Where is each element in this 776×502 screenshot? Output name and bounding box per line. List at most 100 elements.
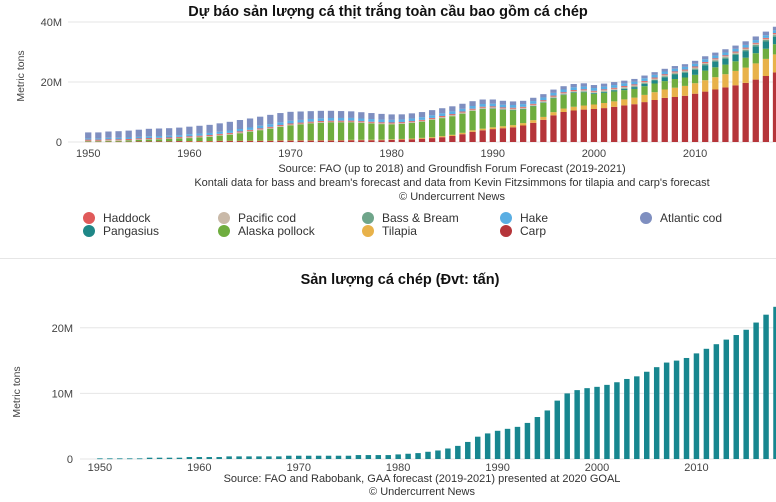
bar-segment-hake	[257, 125, 264, 129]
bar-segment-carp	[176, 141, 183, 142]
bar-segment-hake	[95, 138, 102, 140]
bar-segment-pacific-cod	[520, 107, 527, 109]
bar-segment-haddock	[479, 106, 486, 108]
bar-segment-pacific-cod	[449, 115, 456, 117]
bar-segment-atlantic-cod	[277, 113, 284, 123]
bar-segment-hake	[388, 119, 395, 123]
bar-segment-tilapia	[499, 126, 507, 129]
bar-segment-tilapia	[681, 85, 689, 96]
bar-segment-tilapia	[388, 139, 395, 140]
bar-segment-hake	[732, 48, 739, 52]
bar-segment-tilapia	[772, 54, 776, 73]
bar-segment-pacific-cod	[712, 59, 719, 61]
bar-segment-pangasius	[641, 83, 648, 87]
bar-segment-hake	[540, 97, 547, 101]
panel-separator	[0, 258, 776, 268]
bar-segment-alaska-pollock	[277, 126, 284, 141]
bar-segment-pacific-cod	[176, 137, 183, 139]
bar-segment-pangasius	[580, 91, 587, 93]
bar-segment-carp	[246, 140, 254, 142]
bar	[663, 362, 670, 459]
bar-segment-hake	[428, 115, 436, 118]
bar-segment-haddock	[388, 122, 395, 124]
bar-segment-pacific-cod	[327, 121, 335, 123]
bar-segment-pacific-cod	[267, 127, 274, 129]
bar-segment-haddock	[125, 139, 132, 140]
bar	[206, 457, 212, 459]
bar-segment-atlantic-cod	[317, 110, 324, 119]
bar-segment-haddock	[600, 89, 608, 91]
bar-segment-pacific-cod	[762, 38, 770, 40]
bar	[146, 457, 153, 459]
bar-segment-alaska-pollock	[267, 128, 274, 141]
bar-segment-carp	[732, 85, 739, 142]
bar-segment-pacific-cod	[661, 75, 668, 77]
bar	[236, 456, 242, 459]
bar-segment-carp	[145, 141, 153, 142]
bar-segment-haddock	[236, 131, 244, 133]
bar-segment-haddock	[611, 87, 618, 89]
bar	[97, 458, 103, 460]
bar-segment-atlantic-cod	[469, 101, 476, 106]
bar-segment-pacific-cod	[166, 138, 173, 139]
bar-segment-carp	[206, 141, 213, 142]
bar-segment-hake	[742, 44, 749, 48]
bar-segment-carp	[661, 97, 668, 142]
bar-segment-alaska-pollock	[641, 86, 648, 95]
bar-segment-alaska-pollock	[398, 123, 405, 139]
bar-segment-hake	[418, 117, 426, 120]
bar-segment-haddock	[550, 95, 557, 97]
bar-segment-tilapia	[378, 139, 385, 141]
bar-segment-pacific-cod	[631, 85, 638, 87]
x-tick-label: 1950	[76, 148, 100, 160]
bar-segment-pangasius	[691, 69, 699, 75]
bar-segment-hake	[378, 119, 385, 123]
bar-segment-pacific-cod	[125, 139, 132, 141]
bar-segment-hake	[155, 136, 163, 138]
bar-segment-alaska-pollock	[358, 123, 365, 140]
bar-segment-carp	[327, 140, 335, 142]
legend-label: Haddock	[103, 211, 151, 225]
bar-segment-tilapia	[530, 120, 537, 123]
bar-segment-haddock	[691, 66, 699, 68]
bar-segment-alaska-pollock	[540, 102, 547, 117]
bar-segment-alaska-pollock	[388, 124, 395, 140]
legend-label: Pangasius	[103, 224, 159, 238]
bar-segment-carp	[752, 79, 759, 142]
bar-segment-alaska-pollock	[449, 116, 456, 135]
bar-segment-pacific-cod	[459, 112, 466, 114]
bar-segment-carp	[418, 138, 426, 142]
y-axis-label: Metric tons	[15, 50, 27, 101]
bar-segment-carp	[267, 140, 274, 142]
bar-segment-hake	[661, 71, 668, 75]
bar-segment-haddock	[216, 133, 223, 135]
bar-segment-tilapia	[722, 74, 729, 88]
bar-segment-carp	[550, 115, 557, 142]
bar	[753, 322, 759, 459]
bar	[474, 436, 481, 459]
bar-segment-hake	[702, 59, 709, 62]
legend-marker	[218, 225, 230, 237]
bar	[584, 388, 590, 459]
legend-label: Tilapia	[382, 224, 417, 238]
bar-segment-hake	[651, 74, 658, 78]
bar-segment-pacific-cod	[85, 140, 92, 142]
bar-segment-bass-bream	[722, 57, 729, 59]
bar-segment-carp	[499, 128, 507, 142]
bar-segment-alaska-pollock	[509, 110, 517, 126]
bar-segment-pacific-cod	[752, 43, 759, 45]
bar	[494, 430, 501, 459]
bar-segment-atlantic-cod	[388, 114, 395, 120]
bar-segment-pacific-cod	[186, 137, 193, 139]
bar-segment-alaska-pollock	[489, 108, 496, 128]
bar-segment-tilapia	[509, 125, 517, 128]
bar-segment-pacific-cod	[560, 93, 567, 95]
bar	[574, 390, 580, 459]
bar	[126, 458, 133, 460]
source-line-2: Kontali data for bass and bream's foreca…	[194, 177, 709, 189]
bar	[405, 453, 411, 459]
bar-segment-alaska-pollock	[176, 138, 183, 142]
x-tick-label: 1980	[379, 148, 403, 160]
bar-segment-carp	[307, 140, 314, 142]
bar-segment-tilapia	[479, 128, 486, 131]
